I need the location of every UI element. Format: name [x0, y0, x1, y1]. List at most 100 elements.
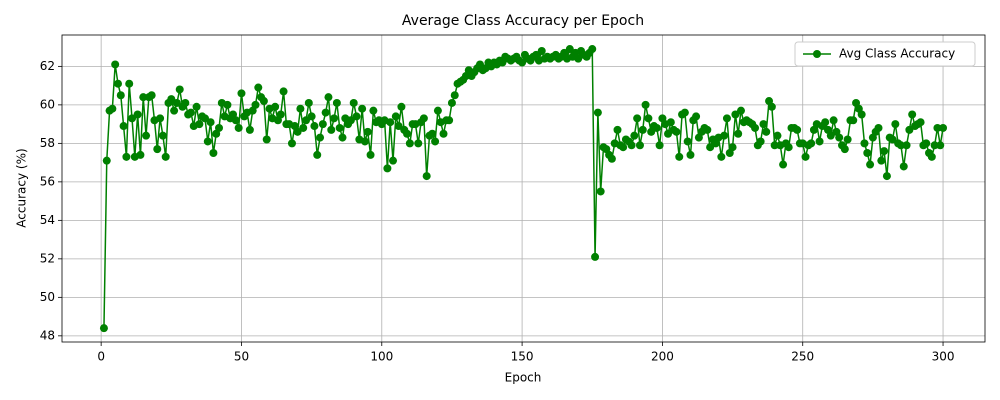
data-point — [672, 127, 681, 136]
x-tick-label: 100 — [370, 350, 393, 364]
data-point — [692, 112, 701, 121]
data-point — [683, 137, 692, 146]
data-point — [627, 141, 636, 150]
data-point — [125, 79, 134, 88]
x-tick-label: 150 — [511, 350, 534, 364]
data-point — [316, 133, 325, 142]
data-point — [908, 110, 917, 119]
data-point — [447, 98, 456, 107]
data-point — [102, 156, 111, 165]
data-point — [276, 110, 285, 119]
data-point — [686, 150, 695, 159]
data-point — [139, 93, 148, 102]
data-point — [330, 114, 339, 123]
data-point — [254, 83, 263, 92]
data-point — [706, 143, 715, 152]
data-point — [346, 116, 355, 125]
data-point — [363, 127, 372, 136]
y-tick-label: 52 — [40, 251, 55, 265]
legend-marker — [813, 50, 821, 58]
data-point — [156, 114, 165, 123]
data-point — [888, 135, 897, 144]
data-point — [158, 131, 167, 140]
data-point — [916, 118, 925, 127]
data-point — [591, 252, 600, 261]
data-point — [756, 137, 765, 146]
data-point — [784, 143, 793, 152]
data-point — [172, 98, 181, 107]
data-point — [759, 120, 768, 129]
data-point — [167, 95, 176, 104]
x-tick-label: 250 — [791, 350, 814, 364]
data-point — [630, 131, 639, 140]
data-point — [922, 139, 931, 148]
data-point — [666, 118, 675, 127]
data-point — [720, 131, 729, 140]
x-tick-label: 50 — [234, 350, 249, 364]
data-point — [762, 127, 771, 136]
data-point — [779, 160, 788, 169]
data-point — [849, 116, 858, 125]
data-point — [450, 91, 459, 100]
y-tick-label: 58 — [40, 136, 55, 150]
data-point — [206, 118, 215, 127]
data-point — [680, 108, 689, 117]
data-point — [181, 98, 190, 107]
data-point — [394, 122, 403, 131]
data-point — [433, 106, 442, 115]
data-point — [99, 324, 108, 333]
data-point — [829, 116, 838, 125]
data-point — [866, 160, 875, 169]
data-point — [767, 102, 776, 111]
data-point — [405, 139, 414, 148]
data-point — [641, 100, 650, 109]
data-point — [936, 141, 945, 150]
data-point — [593, 108, 602, 117]
data-point — [422, 172, 431, 181]
data-point — [360, 137, 369, 146]
data-point — [644, 114, 653, 123]
data-point — [170, 106, 179, 115]
data-point — [192, 102, 201, 111]
data-point — [860, 139, 869, 148]
data-point — [863, 148, 872, 157]
data-point — [736, 106, 745, 115]
data-point — [215, 123, 224, 132]
data-point — [905, 125, 914, 134]
data-point — [231, 116, 240, 125]
data-point — [237, 89, 246, 98]
data-point — [391, 112, 400, 121]
data-point — [175, 85, 184, 94]
data-point — [877, 156, 886, 165]
x-axis-label: Epoch — [505, 371, 542, 385]
data-point — [857, 110, 866, 119]
data-point — [703, 125, 712, 134]
data-point — [302, 116, 311, 125]
data-point — [111, 60, 120, 69]
data-point — [108, 104, 117, 113]
data-point — [136, 150, 145, 159]
x-tick-label: 200 — [651, 350, 674, 364]
data-point — [882, 172, 891, 181]
data-point — [717, 152, 726, 161]
data-point — [327, 125, 336, 134]
y-tick-label: 60 — [40, 97, 55, 111]
data-point — [142, 131, 151, 140]
data-point — [874, 123, 883, 132]
y-tick-label: 48 — [40, 328, 55, 342]
data-point — [899, 162, 908, 171]
data-point — [835, 133, 844, 142]
data-point — [801, 152, 810, 161]
data-point — [397, 102, 406, 111]
data-point — [296, 104, 305, 113]
data-point — [335, 123, 344, 132]
data-point — [439, 129, 448, 138]
data-point — [635, 141, 644, 150]
data-point — [318, 120, 327, 129]
x-tick-label: 300 — [932, 350, 955, 364]
data-point — [821, 118, 830, 127]
data-point — [773, 131, 782, 140]
data-point — [113, 79, 122, 88]
data-point — [613, 125, 622, 134]
x-tick-label: 0 — [97, 350, 105, 364]
